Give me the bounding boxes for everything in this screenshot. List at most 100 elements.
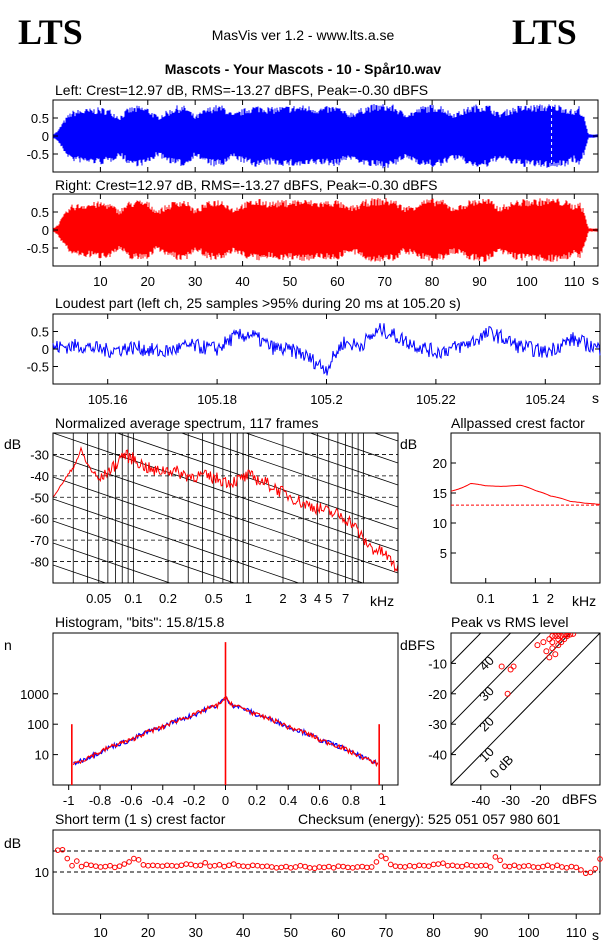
right-ytick-label: 0: [42, 223, 49, 238]
shortterm-point: [544, 862, 551, 869]
shortterm-point: [559, 864, 565, 870]
allpass-ytick-label: 5: [440, 546, 447, 561]
shortterm-point: [178, 862, 185, 869]
spectrum-xtick-label: 0.05: [86, 591, 111, 606]
shortterm-point: [112, 864, 118, 871]
spectrum-plot-area: [53, 433, 398, 583]
shortterm-point: [254, 862, 261, 869]
shortterm-point: [169, 862, 175, 869]
peak-rms-diagonal-label: 40: [476, 653, 497, 674]
loudest-xtick-label: 105.18: [197, 392, 237, 407]
allpass-ytick-label: 10: [433, 516, 447, 531]
spectrum-xtick-label: 0.5: [205, 591, 223, 606]
shortterm-point: [497, 857, 503, 864]
spectrum-xtick-label: 4: [314, 591, 321, 606]
shortterm-point: [483, 862, 489, 869]
peak-rms-point: [561, 636, 568, 643]
peak-rms-point: [570, 633, 577, 637]
shortterm-point: [326, 863, 332, 870]
shortterm-point: [449, 862, 456, 869]
shortterm-point: [316, 864, 323, 870]
histogram-xtick-label: -0.8: [89, 793, 111, 808]
spectrum-frame: [52, 432, 399, 584]
shortterm-ytick-label: 10: [35, 865, 49, 880]
shortterm-point: [64, 855, 71, 862]
shortterm-point: [354, 864, 361, 870]
spectrum-slope-line: [53, 520, 236, 583]
peak-rms-point: [555, 633, 562, 640]
peak-rms-diagonal: [451, 633, 482, 665]
loudest-xtick-label: 105.22: [416, 392, 456, 407]
peak-rms-point: [546, 636, 553, 643]
allpass-title: Allpassed crest factor: [451, 415, 585, 431]
spectrum-xtick-label: 0.2: [159, 591, 177, 606]
shortterm-xtick-label: 90: [474, 925, 488, 940]
shortterm-point: [521, 863, 527, 869]
left-ytick-label: 0.5: [31, 111, 49, 126]
shortterm-point: [383, 855, 389, 862]
peak-rms-point: [543, 648, 550, 655]
spectrum-ytick-label: -60: [30, 512, 49, 527]
shortterm-point: [511, 862, 518, 869]
shortterm-point: [235, 862, 242, 869]
shortterm-point: [188, 861, 194, 868]
shortterm-point: [444, 862, 451, 869]
shortterm-point: [573, 864, 580, 871]
shortterm-point: [54, 847, 61, 853]
peak-rms-point: [555, 636, 562, 643]
shortterm-point: [297, 862, 304, 869]
right-x-unit: s: [592, 272, 599, 288]
right-ytick-label: -0.5: [27, 241, 49, 256]
shortterm-point: [107, 862, 113, 869]
loudest-ytick-label: 0: [42, 342, 49, 357]
shortterm-point: [506, 863, 513, 870]
allpass-ytick-label: 20: [433, 456, 447, 471]
peak-rms-diagonal-label: 20: [476, 714, 497, 735]
shortterm-point: [468, 862, 475, 869]
shortterm-xtick-label: 40: [236, 925, 250, 940]
shortterm-point: [88, 862, 94, 869]
loudest-part-title: Loudest part (left ch, 25 samples >95% d…: [55, 295, 461, 311]
peak-rms-point: [552, 651, 559, 658]
peak-rms-diagonal: [451, 633, 541, 725]
peak-rms-point: [507, 666, 514, 673]
shortterm-point: [525, 862, 532, 869]
shortterm-point: [102, 863, 109, 870]
logo-right: LTS: [512, 12, 577, 52]
histogram-xtick-label: 0.4: [279, 793, 297, 808]
spectrum-xtick-label: 2: [279, 591, 286, 606]
spectrum-xtick-label: 5: [325, 591, 332, 606]
peak-rms-point: [549, 633, 556, 640]
allpass-xtick-label: 0.1: [477, 591, 495, 606]
right-xtick-label: 20: [141, 274, 155, 289]
shortterm-point: [240, 863, 247, 869]
histogram-xtick-label: -0.6: [120, 793, 142, 808]
spectrum-slope-line: [53, 454, 398, 574]
shortterm-y-unit: dB: [4, 835, 21, 851]
shortterm-point: [288, 865, 294, 871]
shortterm-xtick-label: 30: [188, 925, 202, 940]
shortterm-point: [97, 864, 104, 870]
shortterm-point: [192, 862, 199, 869]
shortterm-point: [402, 864, 408, 870]
peak-rms-point: [510, 663, 517, 670]
shortterm-point: [425, 863, 432, 869]
shortterm-point: [487, 864, 494, 870]
peak-rms-diagonal: [451, 633, 511, 695]
histogram-xtick-label: -0.4: [152, 793, 174, 808]
shortterm-point: [406, 862, 413, 869]
spectrum-title: Normalized average spectrum, 117 frames: [55, 415, 319, 431]
shortterm-point: [121, 861, 128, 867]
peak-rms-frame: [450, 632, 601, 786]
shortterm-point: [226, 862, 232, 869]
loudest-x-unit: s: [592, 390, 599, 406]
file-title: Mascots - Your Mascots - 10 - Spår10.wav: [165, 61, 442, 77]
shortterm-xtick-label: 20: [141, 925, 155, 940]
spectrum-y-unit: dB: [4, 436, 21, 452]
shortterm-point: [397, 863, 404, 870]
shortterm-point: [592, 865, 599, 872]
shortterm-point: [83, 861, 90, 868]
peak-rms-point: [567, 633, 574, 638]
shortterm-point: [540, 863, 546, 870]
peak-rms-diagonal: [451, 633, 600, 785]
